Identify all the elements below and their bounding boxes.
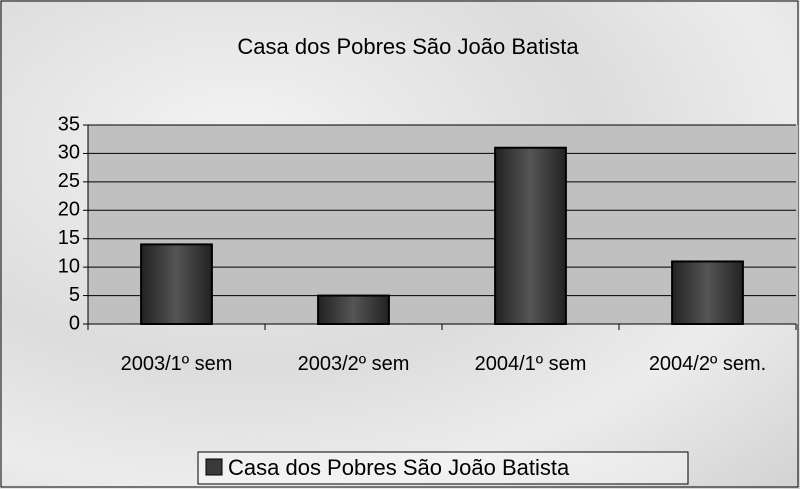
x-tick-label: 2004/2º sem. xyxy=(648,353,767,375)
legend-swatch xyxy=(205,458,223,476)
y-tick-label: 25 xyxy=(58,170,80,192)
bar xyxy=(140,243,213,325)
y-tick-label: 0 xyxy=(69,312,80,334)
y-tick-label: 10 xyxy=(58,255,80,277)
legend-box xyxy=(197,451,689,485)
bar xyxy=(494,146,567,325)
chart-title: Casa dos Pobres São João Batista xyxy=(237,34,579,59)
y-tick-label: 5 xyxy=(69,284,80,306)
y-tick-label: 20 xyxy=(58,199,80,221)
x-tick-label: 2004/1º sem xyxy=(474,353,587,375)
bar xyxy=(317,294,390,326)
bar xyxy=(671,260,744,326)
x-tick-label: 2003/2º sem xyxy=(297,353,410,375)
y-tick-label: 15 xyxy=(58,227,80,249)
y-tick-label: 30 xyxy=(58,142,80,164)
x-tick-label: 2003/1º sem xyxy=(120,353,233,375)
y-tick-label: 35 xyxy=(58,113,80,135)
legend-label: Casa dos Pobres São João Batista xyxy=(228,455,570,480)
